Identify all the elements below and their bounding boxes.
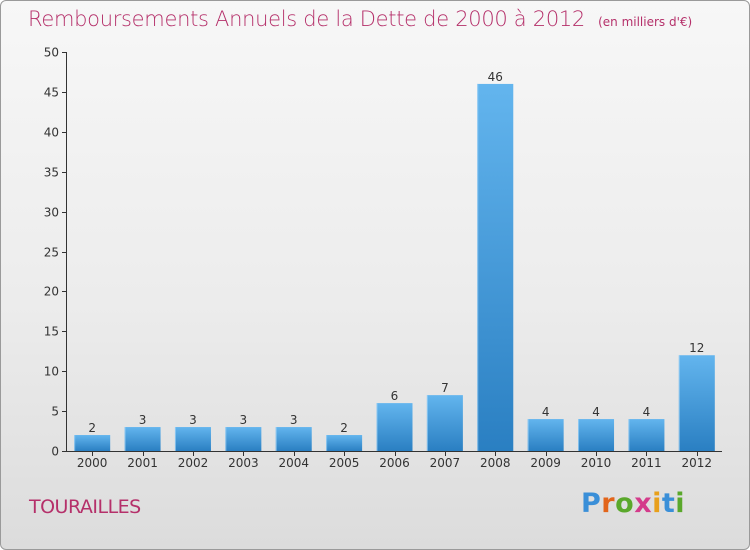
- data-label: 46: [488, 70, 503, 84]
- bar-2003: [225, 427, 262, 451]
- bar-2008: [477, 83, 514, 452]
- bar-2002: [174, 427, 211, 451]
- data-label: 12: [689, 341, 704, 355]
- y-tick-label: 0: [51, 445, 59, 459]
- y-tick-label: 30: [44, 206, 59, 220]
- data-label: 4: [592, 405, 600, 419]
- proxiti-logo: Proxiti: [581, 488, 685, 519]
- bar-2001: [124, 427, 161, 451]
- logo-letter: t: [661, 488, 676, 519]
- y-tick-label: 15: [44, 325, 59, 339]
- x-tick-label: 2002: [178, 456, 209, 470]
- y-tick-label: 20: [44, 285, 59, 299]
- x-tick-label: 2004: [278, 456, 309, 470]
- x-tick-label: 2003: [228, 456, 259, 470]
- y-tick-label: 10: [44, 365, 59, 379]
- logo-letter: P: [581, 488, 602, 519]
- y-tick-label: 45: [44, 86, 59, 100]
- data-label: 3: [139, 413, 147, 427]
- data-label: 3: [189, 413, 197, 427]
- title-row: Remboursements Annuels de la Dette de 20…: [28, 7, 692, 31]
- x-tick-label: 2008: [480, 456, 511, 470]
- x-tick-label: 2001: [127, 456, 158, 470]
- x-tick-label: 2005: [329, 456, 360, 470]
- bar-2009: [527, 419, 564, 451]
- x-tick-label: 2006: [379, 456, 410, 470]
- y-tick-label: 50: [44, 46, 59, 60]
- y-tick-label: 25: [44, 246, 59, 260]
- bar-2005: [326, 435, 363, 451]
- bar-2011: [628, 419, 665, 451]
- bar-2000: [74, 435, 111, 451]
- x-tick-label: 2007: [430, 456, 461, 470]
- chart-unit: (en milliers d'€): [598, 15, 693, 29]
- x-tick-label: 2012: [682, 456, 713, 470]
- logo-letter: x: [634, 488, 653, 519]
- data-label: 3: [290, 413, 298, 427]
- data-label: 4: [542, 405, 550, 419]
- bar-2010: [578, 419, 615, 451]
- data-label: 3: [240, 413, 248, 427]
- x-tick-label: 2009: [530, 456, 561, 470]
- logo-letter: i: [652, 488, 662, 519]
- chart-title: Remboursements Annuels de la Dette de 20…: [28, 7, 585, 31]
- data-label: 2: [340, 421, 348, 435]
- y-tick-label: 35: [44, 166, 59, 180]
- data-label: 2: [88, 421, 96, 435]
- y-tick-label: 40: [44, 126, 59, 140]
- logo-letter: i: [675, 488, 686, 519]
- bar-2004: [275, 427, 312, 451]
- logo-letter: r: [601, 488, 616, 519]
- place-name: TOURAILLES: [29, 496, 141, 518]
- x-tick-label: 2010: [581, 456, 612, 470]
- bar-2007: [426, 395, 463, 451]
- logo-letter: o: [615, 488, 635, 519]
- x-tick-label: 2000: [77, 456, 108, 470]
- bar-2006: [376, 403, 413, 451]
- bar-2012: [678, 355, 715, 451]
- data-label: 6: [391, 389, 399, 403]
- x-tick-label: 2011: [631, 456, 662, 470]
- data-label: 4: [643, 405, 651, 419]
- data-label: 7: [441, 381, 449, 395]
- y-tick-label: 5: [51, 405, 59, 419]
